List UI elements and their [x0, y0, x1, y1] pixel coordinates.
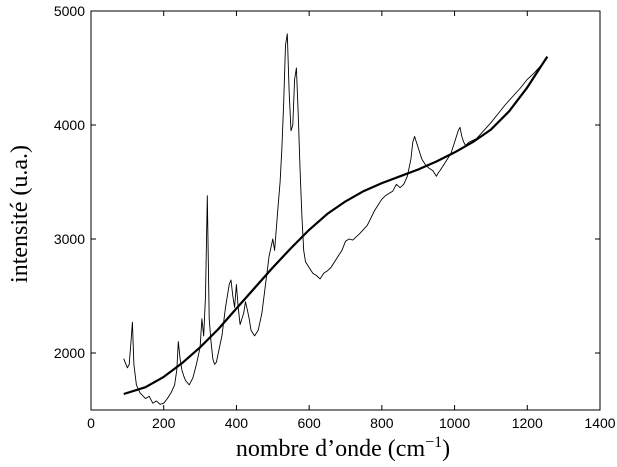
ticks-layer — [90, 10, 601, 410]
y-tick-label: 3000 — [54, 231, 85, 247]
y-tick-label: 5000 — [54, 3, 85, 19]
series-layer — [123, 33, 549, 405]
x-axis-label-close: ) — [442, 436, 450, 462]
spectrum-line — [123, 33, 548, 405]
x-axis-label-superscript: −1 — [425, 434, 442, 451]
x-tick-label: 0 — [87, 415, 95, 431]
x-tick-label: 1000 — [439, 415, 470, 431]
x-axis-label-text: nombre d’onde (cm — [236, 436, 426, 462]
x-tick-label: 800 — [370, 415, 394, 431]
y-tick-label: 4000 — [54, 117, 85, 133]
x-tick-label: 400 — [225, 415, 249, 431]
fit-curve-line — [123, 56, 549, 396]
y-axis-label: intensité (u.a.) — [7, 145, 33, 283]
x-axis-label: nombre d’onde (cm−1) — [236, 434, 450, 462]
x-tick-label: 600 — [297, 415, 321, 431]
y-tick-label: 2000 — [54, 345, 85, 361]
x-tick-label: 1200 — [512, 415, 543, 431]
x-tick-label: 200 — [152, 415, 176, 431]
plot-frame — [90, 10, 601, 411]
labels-layer: 0 200 400 600 800 1000 1200 1400 2000 3000 4000 500… — [54, 3, 616, 431]
x-tick-label: 1400 — [584, 415, 615, 431]
